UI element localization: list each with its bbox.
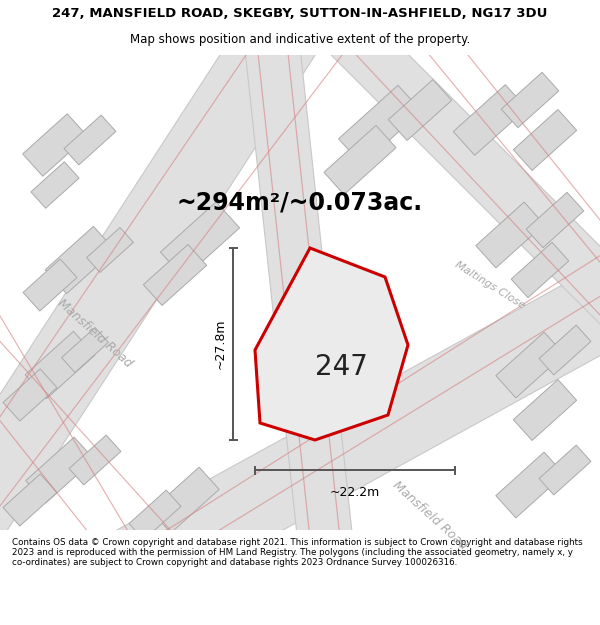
- Polygon shape: [496, 332, 564, 398]
- Polygon shape: [514, 379, 577, 441]
- Polygon shape: [526, 192, 584, 248]
- Polygon shape: [255, 248, 408, 440]
- Text: Maltings Close: Maltings Close: [453, 259, 527, 311]
- Text: 247, MANSFIELD ROAD, SKEGBY, SUTTON-IN-ASHFIELD, NG17 3DU: 247, MANSFIELD ROAD, SKEGBY, SUTTON-IN-A…: [52, 8, 548, 20]
- Polygon shape: [3, 474, 57, 526]
- Polygon shape: [23, 259, 77, 311]
- Polygon shape: [26, 437, 94, 503]
- Text: Mansfield Road: Mansfield Road: [390, 478, 470, 552]
- Text: Map shows position and indicative extent of the property.: Map shows position and indicative extent…: [130, 33, 470, 46]
- Text: ~27.8m: ~27.8m: [214, 319, 227, 369]
- Polygon shape: [476, 202, 544, 268]
- Polygon shape: [129, 490, 181, 540]
- Polygon shape: [324, 126, 396, 194]
- Polygon shape: [539, 445, 591, 495]
- Polygon shape: [0, 0, 334, 567]
- Text: ~22.2m: ~22.2m: [330, 486, 380, 499]
- Text: Contains OS data © Crown copyright and database right 2021. This information is : Contains OS data © Crown copyright and d…: [12, 538, 583, 568]
- Polygon shape: [3, 369, 57, 421]
- Polygon shape: [23, 114, 88, 176]
- Polygon shape: [496, 452, 564, 518]
- Text: Pavilion Gardens: Pavilion Gardens: [287, 278, 303, 372]
- Polygon shape: [338, 85, 421, 165]
- Polygon shape: [64, 115, 116, 165]
- Polygon shape: [86, 228, 133, 272]
- Polygon shape: [143, 244, 206, 306]
- Polygon shape: [331, 16, 600, 384]
- Polygon shape: [160, 202, 239, 278]
- Polygon shape: [388, 79, 452, 141]
- Polygon shape: [81, 220, 600, 620]
- Polygon shape: [31, 162, 79, 208]
- Text: Mansfield Road: Mansfield Road: [55, 296, 135, 370]
- Polygon shape: [514, 109, 577, 171]
- Polygon shape: [45, 226, 115, 294]
- Polygon shape: [501, 72, 559, 127]
- Polygon shape: [25, 331, 95, 399]
- Polygon shape: [69, 435, 121, 485]
- Polygon shape: [539, 325, 591, 375]
- Polygon shape: [151, 467, 219, 533]
- Text: 247: 247: [315, 353, 368, 381]
- Polygon shape: [62, 328, 109, 372]
- Polygon shape: [242, 22, 358, 588]
- Text: ~294m²/~0.073ac.: ~294m²/~0.073ac.: [177, 191, 423, 215]
- Polygon shape: [453, 85, 527, 155]
- Polygon shape: [511, 242, 569, 298]
